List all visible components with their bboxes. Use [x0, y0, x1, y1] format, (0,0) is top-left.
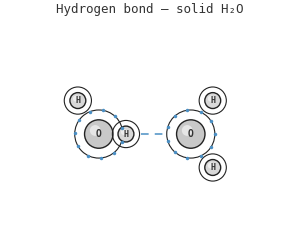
Text: O: O: [96, 129, 102, 139]
Circle shape: [208, 162, 214, 168]
Circle shape: [90, 125, 101, 136]
Circle shape: [182, 125, 193, 136]
Circle shape: [205, 93, 221, 109]
Circle shape: [118, 126, 134, 142]
Title: Hydrogen bond – solid H₂O: Hydrogen bond – solid H₂O: [56, 3, 244, 16]
Text: H: H: [75, 96, 80, 105]
Circle shape: [205, 160, 221, 175]
Circle shape: [73, 96, 79, 102]
Circle shape: [121, 129, 127, 135]
Circle shape: [85, 120, 113, 148]
Circle shape: [208, 96, 214, 102]
Circle shape: [177, 120, 205, 148]
Text: H: H: [210, 163, 215, 172]
Text: O: O: [188, 129, 194, 139]
Circle shape: [70, 93, 86, 109]
Text: H: H: [210, 96, 215, 105]
Text: H: H: [124, 130, 128, 139]
